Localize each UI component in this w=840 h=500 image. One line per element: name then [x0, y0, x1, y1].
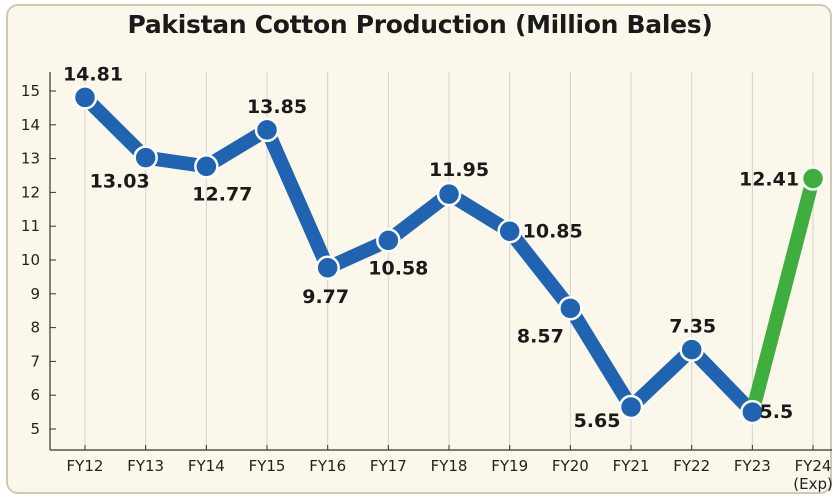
x-tick-label: FY21 [613, 457, 650, 475]
data-point [740, 399, 765, 425]
y-tick-label: 11 [21, 217, 40, 235]
y-tick-label: 9 [30, 285, 40, 303]
data-label: 10.85 [523, 220, 583, 242]
data-point [497, 219, 522, 244]
x-tick-label: FY16 [309, 457, 346, 475]
x-tick-label: FY17 [370, 457, 407, 475]
data-point [72, 85, 98, 110]
data-point [618, 394, 644, 420]
series-line-actual [78, 90, 760, 420]
data-point [558, 296, 583, 321]
data-label: 12.41 [739, 169, 799, 191]
x-tick-label: FY23 [734, 457, 771, 475]
y-tick-label: 8 [30, 319, 40, 337]
y-tick-label: 7 [30, 352, 40, 370]
x-tick-label: FY14 [188, 457, 225, 475]
data-point [254, 117, 280, 143]
data-label: 8.57 [517, 325, 564, 347]
y-tick-label: 12 [21, 183, 40, 201]
y-tick-label: 13 [21, 150, 40, 168]
data-label: 13.85 [247, 96, 307, 118]
x-tick-label: FY19 [491, 457, 528, 475]
y-tick-label: 5 [30, 420, 40, 438]
data-point [679, 337, 704, 362]
y-tick-label: 14 [21, 116, 40, 134]
data-point [315, 255, 340, 281]
y-tick-label: 10 [21, 251, 40, 269]
data-label: 5.5 [760, 401, 794, 423]
data-point [194, 154, 219, 179]
data-point [376, 228, 401, 253]
x-tick-label: FY15 [249, 457, 286, 475]
x-tick-label: FY13 [127, 457, 164, 475]
data-label: 12.77 [192, 183, 252, 205]
data-label: 14.81 [63, 63, 123, 85]
x-tick-label: FY12 [67, 457, 104, 475]
x-tick-label-sub: (Exp) [793, 475, 833, 493]
series-line-expected [745, 171, 821, 420]
data-label: 5.65 [574, 410, 621, 432]
data-point [436, 181, 462, 207]
y-tick-label: 15 [21, 82, 40, 100]
data-point [133, 145, 158, 170]
data-point-expected [800, 166, 826, 191]
x-tick-label: FY22 [673, 457, 710, 475]
chart-frame [6, 4, 832, 494]
data-label: 11.95 [429, 159, 489, 181]
chart-title: Pakistan Cotton Production (Million Bale… [127, 10, 713, 39]
x-tick-label: FY24 [795, 457, 832, 475]
data-label: 10.58 [368, 257, 428, 279]
y-tick-label: 6 [30, 386, 40, 404]
x-tick-label: FY20 [552, 457, 589, 475]
data-label: 9.77 [302, 286, 349, 308]
data-label: 7.35 [669, 316, 716, 338]
data-label: 13.03 [90, 171, 150, 193]
x-tick-label: FY18 [431, 457, 468, 475]
